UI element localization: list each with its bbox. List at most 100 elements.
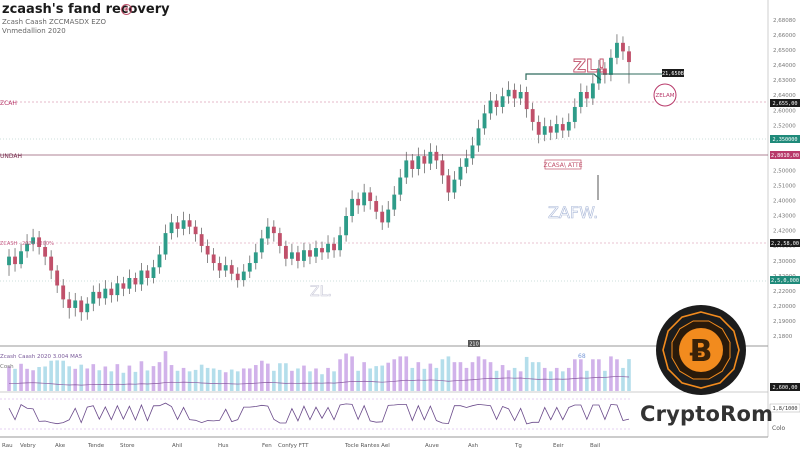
volume-bar — [512, 367, 517, 391]
candle-body — [109, 288, 114, 296]
volume-bar — [181, 367, 186, 391]
volume-bar — [380, 365, 385, 391]
candle-body — [506, 89, 511, 97]
volume-bar — [199, 364, 204, 391]
x-tick-label: Store — [120, 443, 135, 449]
volume-bar — [163, 351, 168, 391]
volume-bar — [530, 362, 535, 391]
badge-circle — [653, 83, 677, 107]
candle-body — [452, 179, 457, 193]
coin-ring — [662, 311, 740, 389]
candle-body — [103, 288, 108, 299]
volume-bar — [169, 365, 174, 391]
watermark-text: ZL. — [310, 284, 332, 300]
volume-bar — [19, 363, 23, 391]
x-tick-label: Hus — [218, 443, 229, 449]
volume-bar — [151, 366, 156, 391]
volume-bar — [25, 368, 29, 391]
volume-bar — [548, 371, 553, 391]
volume-bar — [627, 359, 631, 391]
candle-body — [548, 126, 553, 133]
volume-tag — [770, 383, 800, 391]
candle-body — [602, 68, 607, 75]
y-tick-label: 2,68080 — [773, 18, 796, 24]
price-tag — [770, 151, 800, 159]
candle-body — [67, 299, 72, 308]
candle-body — [566, 121, 571, 131]
candle-body — [121, 283, 126, 289]
candle-body — [470, 145, 475, 159]
volume-bar — [621, 367, 625, 391]
volume-bar — [410, 367, 415, 391]
volume-bar — [374, 366, 378, 391]
price-tag-label: 2,5,0,000 — [771, 278, 799, 284]
candle-body — [217, 263, 222, 271]
candle-body — [446, 175, 451, 193]
x-tick-label: Ash — [468, 443, 479, 449]
volume-bar — [615, 359, 619, 391]
candle-body — [43, 247, 48, 257]
corner-label: Colo — [772, 425, 786, 432]
coin-glyph: Ƀ — [690, 334, 713, 369]
candle-body — [181, 220, 186, 229]
volume-bar — [494, 370, 499, 391]
candle-body — [308, 250, 312, 257]
y-tick-label: 2,19000 — [773, 319, 796, 325]
volume-bar — [350, 356, 354, 391]
x-tick-label: Fen — [262, 443, 272, 449]
candle-body — [428, 151, 433, 164]
volume-bar — [247, 368, 252, 391]
volume-bar — [326, 367, 330, 391]
volume-bar — [31, 370, 35, 391]
candle-body — [434, 151, 439, 161]
candle-body — [187, 220, 192, 227]
volume-bar — [13, 368, 17, 391]
price-tag — [770, 239, 800, 247]
candle-body — [440, 160, 445, 176]
candle-body — [302, 250, 306, 261]
volume-bar — [338, 359, 342, 391]
candle-body — [91, 291, 96, 304]
x-tick-label: Rau — [2, 443, 13, 449]
volume-bar — [440, 359, 445, 391]
candle-body — [578, 92, 583, 107]
candle-body — [344, 216, 349, 236]
indicator-label: Zcash Caash 2020 3.004 MA5 — [0, 354, 83, 360]
volume-bar — [37, 367, 41, 391]
volume-bar — [566, 367, 571, 391]
volume-bar — [73, 368, 78, 391]
volume-bar — [452, 362, 457, 391]
volume-bar — [542, 367, 547, 391]
y-tick-label: 2,42000 — [773, 229, 796, 235]
candle-body — [530, 109, 535, 122]
pin-icon[interactable]: ◈ — [121, 4, 132, 15]
candle-body — [247, 263, 252, 272]
candle-body — [277, 233, 282, 246]
volume-bar — [428, 363, 433, 391]
candle-body — [151, 267, 156, 278]
volume-bar — [223, 372, 228, 391]
volume-bar — [518, 371, 523, 391]
candle-body — [422, 156, 427, 164]
candle-body — [205, 245, 210, 255]
candle-body — [621, 42, 625, 52]
candle-body — [464, 158, 469, 167]
candle-body — [482, 113, 487, 129]
volume-bar — [458, 362, 463, 391]
volume-bar — [79, 364, 84, 391]
candle-body — [175, 222, 180, 229]
candle-body — [386, 209, 391, 223]
candle-body — [398, 177, 403, 195]
candle-body — [79, 300, 84, 313]
price-tag-label: 21,650B — [662, 71, 684, 77]
candle-body — [416, 156, 421, 169]
volume-bar — [139, 361, 144, 391]
volume-bar — [103, 366, 108, 391]
volume-bar — [278, 363, 282, 391]
candle-body — [596, 68, 601, 84]
candle-body — [139, 270, 144, 285]
indicator-marker: 210 — [469, 342, 479, 348]
x-tick-label: Tocle Rantes Ael — [344, 443, 390, 449]
